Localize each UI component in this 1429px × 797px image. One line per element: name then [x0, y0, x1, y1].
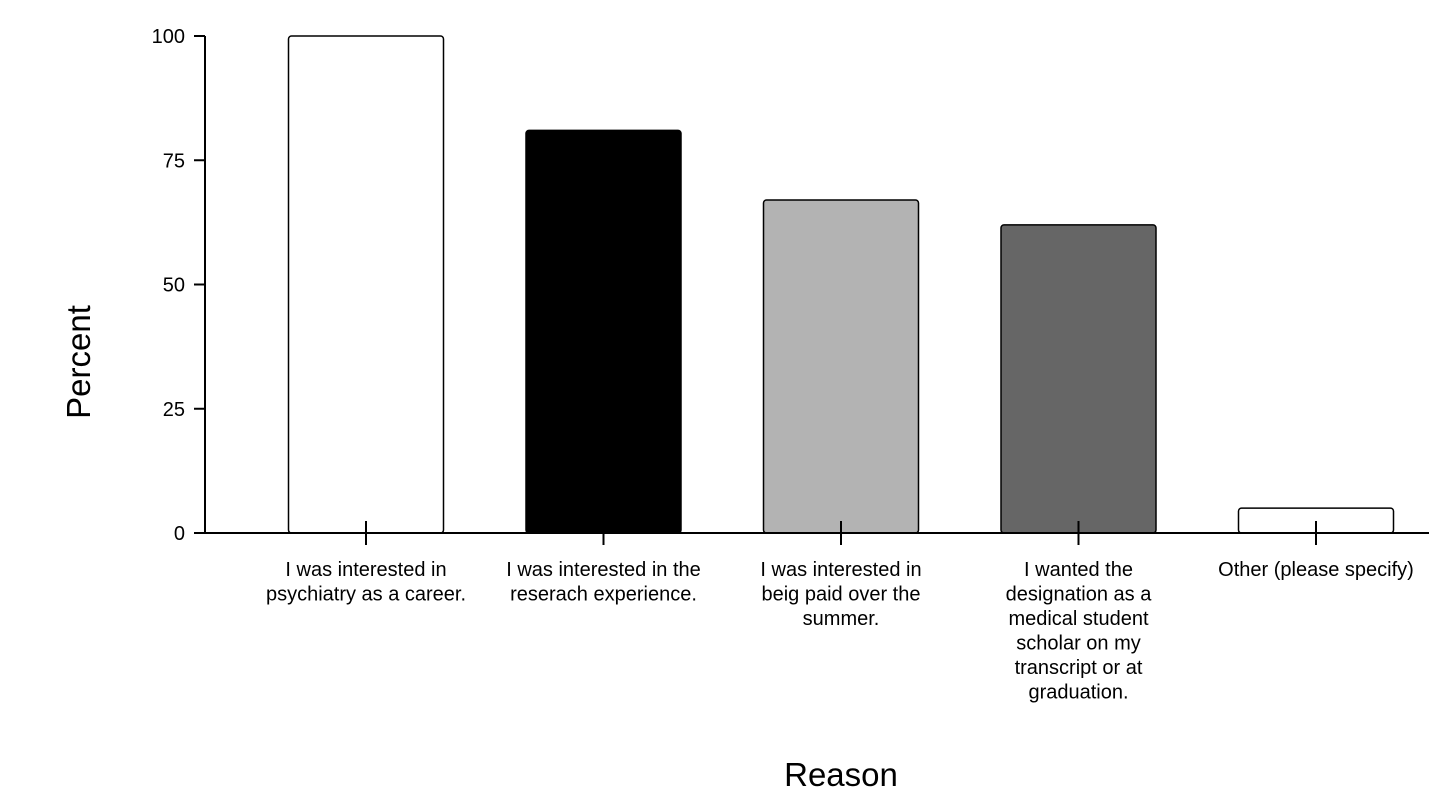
- bar-4: [1000, 224, 1157, 534]
- x-tick-label-line: designation as a: [1006, 584, 1153, 606]
- x-tick-label-line: transcript or at: [1015, 657, 1143, 679]
- y-tick-label-0: 0: [174, 523, 185, 545]
- x-tick-label-line: I was interested in: [285, 559, 446, 581]
- bar-3: [762, 199, 920, 534]
- y-tick-label-100: 100: [152, 26, 185, 48]
- x-tick-label-1: I was interested in psychiatry as a caree…: [266, 559, 466, 606]
- bar-1: [287, 35, 445, 534]
- x-tick-label-line: graduation.: [1028, 682, 1128, 704]
- x-tick-label-line: summer.: [803, 608, 880, 630]
- x-tick-label-3: I was interested in beig paid over the sum…: [760, 559, 921, 630]
- y-tick-label-75: 75: [163, 150, 185, 172]
- x-tick-label-line: medical student: [1008, 608, 1149, 630]
- x-tick-label-4: I wanted the designation as a medical stud…: [1006, 559, 1153, 704]
- x-tick-label-line: I was interested in: [760, 559, 921, 581]
- x-tick-label-5: Other (please specify): [1218, 559, 1414, 581]
- labels-layer: 0 25 50 75 100 I was interested in psychiatry …: [152, 26, 1414, 704]
- x-axis-title: Reason: [784, 756, 898, 793]
- axes-layer: [194, 35, 1429, 545]
- x-tick-label-2: I was interested in the reserach experien…: [506, 559, 701, 606]
- y-axis-title: Percent: [60, 305, 97, 419]
- x-tick-label-line: beig paid over the: [761, 584, 920, 606]
- x-tick-label-line: reserach experience.: [510, 584, 697, 606]
- x-tick-label-line: I was interested in the: [506, 559, 701, 581]
- y-tick-label-25: 25: [163, 399, 185, 421]
- y-tick-label-50: 50: [163, 275, 185, 297]
- bar-2: [525, 129, 682, 534]
- x-tick-label-line: scholar on my: [1016, 633, 1141, 655]
- x-tick-label-line: Other (please specify): [1218, 559, 1414, 581]
- x-tick-label-line: psychiatry as a career.: [266, 584, 466, 606]
- x-tick-label-line: I wanted the: [1024, 559, 1133, 581]
- bars-layer: [287, 35, 1395, 534]
